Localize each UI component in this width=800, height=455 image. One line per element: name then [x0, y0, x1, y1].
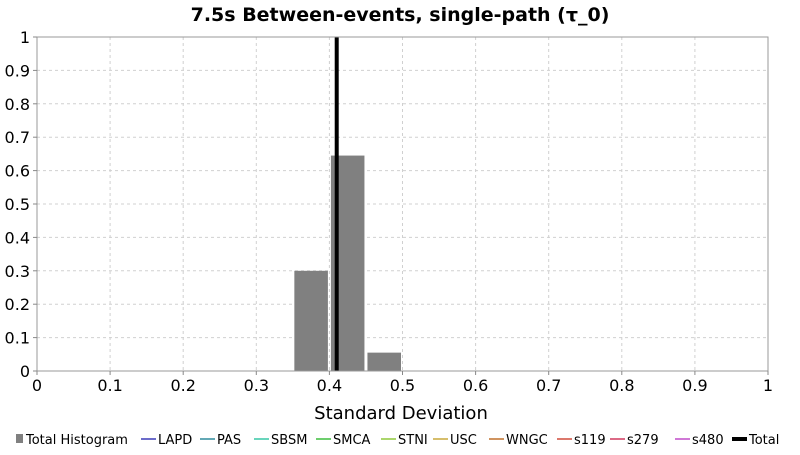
- legend-item: PAS: [200, 433, 241, 448]
- y-tick-label: 0.6: [5, 162, 30, 181]
- y-tick-label: 0.1: [5, 329, 30, 348]
- legend-label: SBSM: [271, 433, 307, 448]
- legend-label: Total Histogram: [25, 433, 128, 448]
- x-tick-label: 1: [763, 376, 773, 395]
- x-axis-title: Standard Deviation: [314, 403, 488, 424]
- legend-item: WNGC: [489, 433, 548, 448]
- y-tick-label: 0.4: [5, 228, 30, 247]
- legend-item: s119: [557, 433, 606, 448]
- x-tick-label: 0.6: [463, 376, 488, 395]
- legend-label: USC: [450, 433, 477, 448]
- legend-label: LAPD: [158, 433, 192, 448]
- x-tick-label: 0: [32, 376, 42, 395]
- x-tick-label: 0.3: [244, 376, 269, 395]
- y-tick-label: 0.9: [5, 61, 30, 80]
- x-tick-label: 0.9: [682, 376, 707, 395]
- legend-label: STNI: [398, 433, 428, 448]
- y-tick-label: 0.7: [5, 128, 30, 147]
- y-tick-label: 0.8: [5, 95, 30, 114]
- legend-label: SMCA: [333, 433, 371, 448]
- legend-item: Total: [732, 433, 779, 448]
- y-tick-label: 1: [20, 28, 30, 47]
- legend-item: LAPD: [141, 433, 192, 448]
- legend-item: USC: [433, 433, 477, 448]
- chart-title: 7.5s Between-events, single-path (τ_0): [191, 4, 610, 26]
- legend-label: WNGC: [506, 433, 548, 448]
- y-tick-label: 0.5: [5, 195, 30, 214]
- x-tick-label: 0.5: [390, 376, 415, 395]
- y-tick-label: 0.3: [5, 262, 30, 281]
- legend-item: Total Histogram: [16, 433, 128, 448]
- x-tick-label: 0.1: [97, 376, 122, 395]
- legend-item: SBSM: [254, 433, 307, 448]
- x-tick-label: 0.7: [536, 376, 561, 395]
- legend-label: s119: [574, 433, 606, 448]
- y-tick-label: 0.2: [5, 295, 30, 314]
- legend-item: STNI: [381, 433, 428, 448]
- legend: Total Histogram LAPD PAS SBSM SMCA STNI USC WNG…: [16, 433, 779, 448]
- legend-label: s279: [627, 433, 659, 448]
- legend-swatch: [16, 434, 23, 443]
- legend-item: SMCA: [316, 433, 371, 448]
- legend-item: s279: [610, 433, 659, 448]
- legend-item: s480: [675, 433, 724, 448]
- legend-label: s480: [692, 433, 724, 448]
- x-tick-label: 0.8: [609, 376, 634, 395]
- histogram-bar: [294, 270, 328, 371]
- legend-label: Total: [748, 433, 779, 448]
- x-tick-label: 0.4: [317, 376, 342, 395]
- y-tick-label: 0: [20, 362, 30, 381]
- plot-area: 0 0.1 0.2 0.3 0.4 0.5 0.6 0.7 0.8 0.9 1 0 0.1 0.2 0.3 0…: [5, 28, 774, 395]
- legend-label: PAS: [217, 433, 241, 448]
- x-tick-label: 0.2: [170, 376, 195, 395]
- histogram-bar: [367, 352, 401, 371]
